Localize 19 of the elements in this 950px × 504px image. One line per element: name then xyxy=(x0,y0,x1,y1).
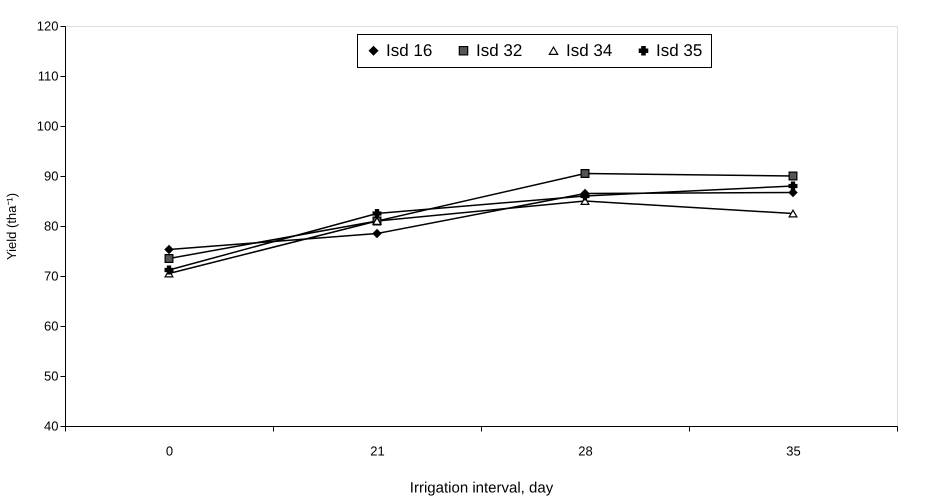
legend-label: Isd 32 xyxy=(476,40,522,60)
legend-label: Isd 34 xyxy=(566,40,612,60)
y-tick-label: 40 xyxy=(44,418,58,434)
x-tick-label: 0 xyxy=(166,444,174,458)
y-tick-label: 90 xyxy=(44,168,58,184)
x-axis-title: Irrigation interval, day xyxy=(410,480,554,496)
y-tick-label: 70 xyxy=(44,268,58,284)
y-tick-label: 100 xyxy=(36,118,58,134)
y-tick-label: 110 xyxy=(38,68,58,84)
x-tick-label: 35 xyxy=(786,444,801,458)
y-tick-label: 120 xyxy=(36,18,58,34)
x-tick-label: 28 xyxy=(578,444,593,458)
legend-label: Isd 16 xyxy=(386,40,432,60)
x-tick-label: 21 xyxy=(370,444,385,458)
y-axis-title: Yield (tha⁻¹) xyxy=(4,192,19,260)
y-tick-label: 60 xyxy=(44,318,58,334)
legend-label: Isd 35 xyxy=(656,40,702,60)
y-tick-label: 80 xyxy=(44,218,58,234)
y-tick-label: 50 xyxy=(44,368,58,384)
